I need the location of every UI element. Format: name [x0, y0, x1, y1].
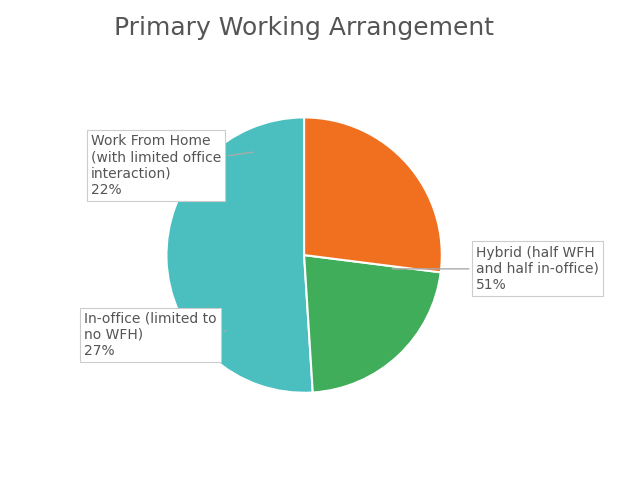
- Wedge shape: [166, 118, 313, 393]
- Wedge shape: [304, 255, 441, 392]
- Title: Primary Working Arrangement: Primary Working Arrangement: [114, 16, 494, 40]
- Wedge shape: [304, 118, 442, 272]
- Text: Work From Home
(with limited office
interaction)
22%: Work From Home (with limited office inte…: [91, 134, 253, 197]
- Text: In-office (limited to
no WFH)
27%: In-office (limited to no WFH) 27%: [84, 312, 226, 358]
- Text: Hybrid (half WFH
and half in-office)
51%: Hybrid (half WFH and half in-office) 51%: [392, 245, 599, 292]
